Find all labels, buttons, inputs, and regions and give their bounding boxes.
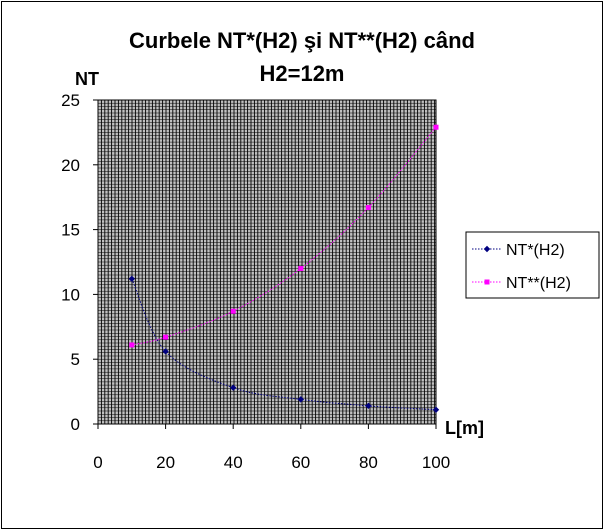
data-point-nt-star xyxy=(230,384,237,391)
data-point-nt-star xyxy=(432,406,440,413)
data-point-nt-double-star xyxy=(230,308,236,314)
legend-marker-nt-star xyxy=(483,245,491,253)
series-nt-double-star xyxy=(129,124,439,348)
y-tick-label: 5 xyxy=(71,350,80,369)
y-tick-label: 15 xyxy=(61,221,80,240)
y-axis-title: NT xyxy=(75,69,99,89)
y-tick-label: 0 xyxy=(71,415,80,434)
legend-label-nt-star: NT*(H2) xyxy=(506,242,565,259)
plot-border xyxy=(97,99,437,425)
grid-lines xyxy=(98,100,436,424)
legend-label-nt-double-star: NT**(H2) xyxy=(506,275,571,292)
x-axis-ticks: 0 20 40 60 80 100 xyxy=(93,424,450,472)
data-point-nt-star xyxy=(365,402,372,410)
x-tick-label: 60 xyxy=(291,453,310,472)
legend: NT*(H2) NT**(H2) xyxy=(465,231,600,299)
x-tick-label: 80 xyxy=(359,453,378,472)
plot-area xyxy=(97,99,437,425)
data-point-nt-star xyxy=(162,348,169,355)
data-point-nt-double-star xyxy=(163,334,169,340)
data-point-nt-double-star xyxy=(298,265,304,271)
series-line-nt-double-star xyxy=(131,126,437,346)
data-point-nt-star xyxy=(128,275,135,283)
series-nt-star xyxy=(128,275,440,413)
x-tick-label: 0 xyxy=(93,453,102,472)
x-axis-title: L[m] xyxy=(445,418,484,438)
data-point-nt-star xyxy=(297,396,304,403)
y-tick-label: 20 xyxy=(61,156,80,175)
y-axis-ticks: 0 5 10 15 20 25 xyxy=(61,91,98,434)
data-point-nt-double-star xyxy=(433,124,439,130)
legend-box xyxy=(465,231,600,299)
x-tick-label: 20 xyxy=(156,453,175,472)
y-tick-label: 25 xyxy=(61,91,80,110)
chart-title: Curbele NT*(H2) şi NT**(H2) când xyxy=(129,28,475,53)
x-tick-label: 40 xyxy=(224,453,243,472)
legend-marker-nt-double-star xyxy=(484,279,490,285)
series-line-nt-star xyxy=(131,278,437,411)
data-point-nt-double-star xyxy=(129,342,135,348)
y-tick-label: 10 xyxy=(61,285,80,304)
data-point-nt-double-star xyxy=(365,205,371,211)
x-tick-label: 100 xyxy=(422,453,450,472)
chart-subtitle: H2=12m xyxy=(259,61,344,86)
series-layer xyxy=(128,124,440,413)
